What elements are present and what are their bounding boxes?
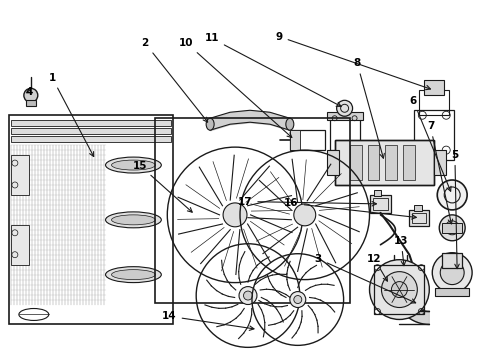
Circle shape bbox=[294, 296, 302, 303]
Circle shape bbox=[294, 204, 316, 226]
Ellipse shape bbox=[112, 215, 155, 225]
Bar bbox=[403, 145, 416, 180]
Circle shape bbox=[439, 215, 465, 241]
Bar bbox=[9, 115, 173, 324]
Circle shape bbox=[392, 282, 407, 298]
Bar bbox=[435, 288, 469, 296]
Circle shape bbox=[290, 292, 306, 307]
Bar bbox=[434, 150, 446, 175]
Bar bbox=[424, 80, 444, 95]
Bar bbox=[335, 140, 434, 185]
Text: 1: 1 bbox=[49, 73, 94, 157]
Bar bbox=[372, 198, 389, 210]
Bar bbox=[11, 225, 29, 265]
Bar bbox=[11, 128, 171, 134]
Bar bbox=[330, 115, 360, 150]
Text: 3: 3 bbox=[315, 254, 416, 303]
Bar bbox=[369, 195, 392, 213]
Bar bbox=[327, 150, 339, 175]
Bar bbox=[413, 213, 426, 223]
Bar bbox=[290, 130, 300, 150]
Bar bbox=[327, 112, 363, 120]
Circle shape bbox=[432, 253, 472, 293]
Ellipse shape bbox=[105, 212, 161, 228]
Text: 7: 7 bbox=[427, 121, 453, 224]
Bar bbox=[409, 210, 429, 226]
Ellipse shape bbox=[105, 157, 161, 173]
Text: 13: 13 bbox=[394, 236, 409, 266]
Ellipse shape bbox=[206, 118, 214, 130]
Text: 5: 5 bbox=[451, 150, 459, 269]
Bar bbox=[349, 145, 362, 180]
Bar bbox=[373, 190, 382, 196]
Text: 14: 14 bbox=[162, 311, 254, 330]
Circle shape bbox=[239, 287, 257, 305]
Circle shape bbox=[24, 88, 38, 102]
Bar bbox=[11, 155, 29, 195]
Circle shape bbox=[437, 180, 467, 210]
Text: 12: 12 bbox=[367, 254, 388, 281]
Ellipse shape bbox=[112, 160, 155, 170]
Circle shape bbox=[369, 260, 429, 319]
Bar bbox=[368, 145, 379, 180]
Bar bbox=[26, 100, 36, 106]
Bar bbox=[374, 265, 424, 315]
Text: 4: 4 bbox=[25, 87, 33, 97]
Text: 9: 9 bbox=[275, 32, 431, 90]
Bar bbox=[419, 90, 449, 115]
Ellipse shape bbox=[105, 267, 161, 283]
Bar bbox=[442, 223, 462, 233]
Bar bbox=[335, 140, 434, 185]
Polygon shape bbox=[394, 289, 429, 324]
Bar bbox=[11, 136, 171, 142]
Bar bbox=[415, 110, 454, 160]
Bar bbox=[442, 253, 462, 268]
Text: 16: 16 bbox=[284, 198, 416, 219]
Bar bbox=[290, 130, 325, 150]
Circle shape bbox=[244, 291, 252, 300]
Text: 15: 15 bbox=[133, 161, 192, 212]
Text: 10: 10 bbox=[179, 38, 292, 138]
Text: 8: 8 bbox=[354, 58, 384, 158]
Circle shape bbox=[223, 203, 247, 227]
Text: 17: 17 bbox=[238, 197, 376, 207]
Bar bbox=[11, 120, 171, 126]
Circle shape bbox=[382, 272, 417, 307]
Text: 6: 6 bbox=[410, 96, 451, 191]
Bar bbox=[386, 145, 397, 180]
Text: 11: 11 bbox=[204, 33, 341, 107]
Ellipse shape bbox=[286, 118, 294, 130]
Ellipse shape bbox=[112, 270, 155, 280]
Bar bbox=[155, 118, 349, 302]
Circle shape bbox=[440, 261, 464, 285]
Circle shape bbox=[337, 100, 353, 116]
Bar bbox=[415, 205, 422, 211]
Circle shape bbox=[445, 221, 459, 235]
Text: 2: 2 bbox=[141, 38, 208, 122]
